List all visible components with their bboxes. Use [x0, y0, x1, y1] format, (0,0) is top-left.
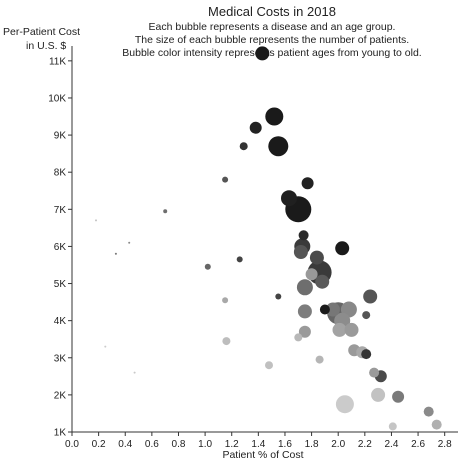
y-tick-label: 2K — [54, 390, 67, 401]
bubble — [369, 367, 380, 378]
bubble — [362, 311, 371, 320]
bubble — [423, 406, 434, 417]
x-tick-label: 1.6 — [278, 439, 292, 450]
bubble — [133, 371, 136, 374]
x-tick-label: 0.6 — [145, 439, 159, 450]
bubble — [363, 289, 378, 304]
bubble — [249, 121, 262, 134]
x-tick-label: 1.8 — [305, 439, 319, 450]
chart-title: Medical Costs in 2018 — [208, 4, 336, 19]
y-axis-label-line-1: Per-Patient Cost — [3, 26, 80, 38]
bubble — [239, 142, 248, 151]
y-tick-label: 5K — [54, 279, 67, 290]
y-tick-label: 6K — [54, 242, 67, 253]
bubble — [104, 345, 107, 348]
x-tick-label: 0.2 — [92, 439, 106, 450]
y-tick-label: 10K — [48, 93, 66, 104]
bubble — [298, 325, 311, 338]
axes: 0.0 0.2 0.4 0.6 0.8 1.0 1.2 1.4 1.6 1.8 2.0 2.2 2.4 2… — [48, 46, 458, 450]
bubble — [335, 395, 354, 414]
chart-subtitle-line-2: The size of each bubble represents the n… — [135, 34, 409, 46]
bubble — [236, 256, 243, 263]
bubble — [332, 322, 347, 337]
bubble — [361, 349, 372, 360]
x-tick-label: 0.0 — [65, 439, 79, 450]
bubble — [315, 355, 324, 364]
bubble — [114, 252, 117, 255]
y-tick-label: 7K — [54, 205, 67, 216]
bubble — [371, 387, 386, 402]
bubble — [204, 263, 211, 270]
bubble — [281, 190, 297, 207]
y-tick-label: 11K — [49, 56, 66, 67]
y-tick-label: 1K — [54, 428, 67, 439]
bubble — [222, 337, 231, 346]
x-tick-label: 1.4 — [251, 439, 265, 450]
x-tick-label: 2.2 — [358, 439, 372, 450]
bubble — [222, 176, 229, 183]
bubble — [298, 230, 309, 241]
x-tick-label: 1.0 — [198, 439, 212, 450]
bubble — [294, 333, 303, 342]
bubble — [319, 304, 330, 315]
bubble — [388, 422, 397, 431]
bubble — [297, 304, 312, 319]
bubble — [265, 107, 284, 126]
x-axis-label: Patient % of Cost — [222, 449, 303, 461]
x-tick-label: 1.2 — [225, 439, 239, 450]
bubble — [325, 302, 340, 317]
bubbles-layer — [95, 46, 442, 431]
bubble — [309, 250, 324, 265]
bubble — [315, 274, 330, 289]
bubble — [392, 390, 405, 403]
bubble — [255, 46, 270, 61]
bubble — [301, 177, 314, 190]
x-tick-label: 2.8 — [438, 439, 452, 450]
bubble — [163, 209, 168, 214]
y-tick-label: 9K — [54, 131, 67, 142]
x-tick-label: 0.8 — [172, 439, 186, 450]
chart-subtitle-line-1: Each bubble represents a disease and an … — [149, 21, 396, 33]
x-tick-label: 0.4 — [118, 439, 132, 450]
bubble — [128, 241, 131, 244]
bubble — [305, 268, 318, 281]
bubble — [335, 241, 350, 256]
y-tick-label: 4K — [54, 316, 67, 327]
x-tick-label: 2.4 — [384, 439, 398, 450]
bubble — [296, 279, 313, 296]
bubble — [268, 136, 289, 157]
bubble — [265, 361, 273, 370]
chart-subtitle-line-3: Bubble color intensity represents patien… — [122, 47, 421, 59]
bubble — [344, 322, 359, 337]
bubble — [95, 219, 97, 222]
x-tick-label: 2.6 — [411, 439, 425, 450]
y-tick-label: 3K — [54, 353, 67, 364]
bubble — [222, 297, 229, 304]
bubble — [275, 293, 282, 300]
y-axis-label-line-2: in U.S. $ — [26, 40, 66, 52]
x-tick-label: 2.0 — [331, 439, 345, 450]
y-tick-label: 8K — [54, 168, 67, 179]
bubble — [293, 245, 308, 259]
bubble — [431, 419, 442, 430]
